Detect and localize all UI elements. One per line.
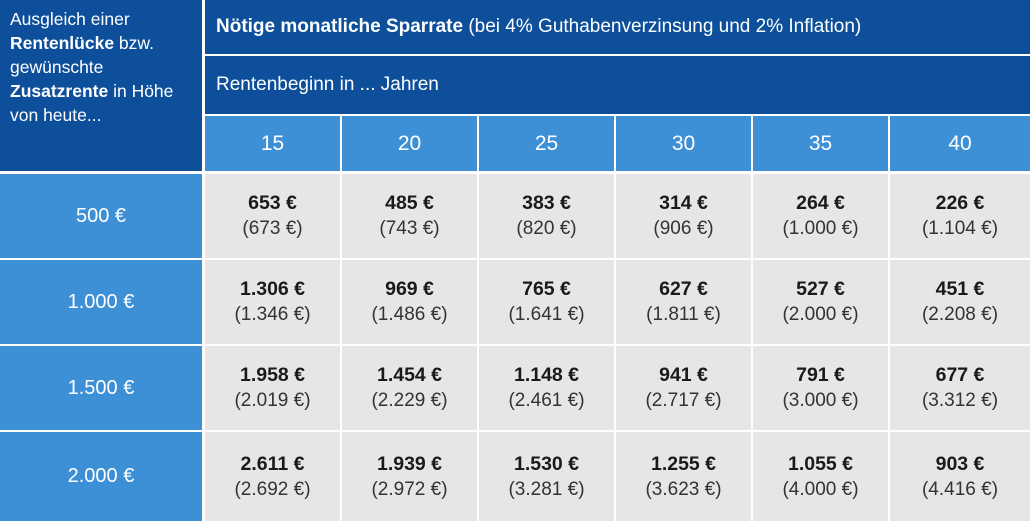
rate-value-alt: (906 €) xyxy=(653,218,714,239)
rate-value-alt: (2.229 €) xyxy=(371,390,448,411)
rate-value: 226 € xyxy=(935,192,985,214)
caption-line-2-rest: bzw. xyxy=(114,33,154,53)
table-cell: 2.611 € (2.692 €) xyxy=(205,432,342,521)
rate-value-alt: (1.811 €) xyxy=(646,304,721,325)
table-cell: 1.148 € (2.461 €) xyxy=(479,346,616,432)
rate-value: 627 € xyxy=(659,278,708,300)
rate-value: 264 € xyxy=(796,192,845,214)
rate-value: 1.255 € xyxy=(650,452,717,475)
rate-value: 451 € xyxy=(935,278,985,300)
rate-value: 314 € xyxy=(659,192,708,214)
row-header-1000: 1.000 € xyxy=(0,260,205,346)
rate-value-alt: (2.692 €) xyxy=(234,478,311,500)
table-cell: 1.454 € (2.229 €) xyxy=(342,346,479,432)
rate-value-alt: (2.461 €) xyxy=(508,390,585,411)
row-header-caption: Ausgleich einer Rentenlücke bzw. gewünsc… xyxy=(0,0,205,174)
table-cell: 765 € (1.641 €) xyxy=(479,260,616,346)
rate-value: 969 € xyxy=(385,278,434,300)
rate-value: 765 € xyxy=(522,278,571,300)
rate-value-alt: (4.416 €) xyxy=(921,478,999,500)
rate-value: 527 € xyxy=(796,278,845,300)
caption-line-4-rest: in Höhe xyxy=(108,81,174,101)
rate-value-alt: (1.486 €) xyxy=(371,304,448,325)
table-cell: 653 € (673 €) xyxy=(205,174,342,260)
table-title-condition: (bei 4% Guthabenverzinsung und 2% Inflat… xyxy=(468,16,862,37)
table-cell: 1.055 € (4.000 €) xyxy=(753,432,890,521)
rate-value-alt: (3.623 €) xyxy=(645,478,722,500)
rate-value: 485 € xyxy=(385,192,434,214)
rate-value-alt: (1.104 €) xyxy=(921,218,999,239)
table-cell: 1.530 € (3.281 €) xyxy=(479,432,616,521)
table-title: Nötige monatliche Sparrate (bei 4% Gutha… xyxy=(205,0,1030,56)
caption-line-2: Rentenlücke bzw. xyxy=(10,31,192,55)
table-cell: 1.958 € (2.019 €) xyxy=(205,346,342,432)
row-header-2000: 2.000 € xyxy=(0,432,205,521)
table-cell: 941 € (2.717 €) xyxy=(616,346,753,432)
rate-value-alt: (3.281 €) xyxy=(508,478,585,500)
table-subtitle: Rentenbeginn in ... Jahren xyxy=(205,56,1030,116)
table-cell: 903 € (4.416 €) xyxy=(890,432,1030,521)
table-cell: 1.255 € (3.623 €) xyxy=(616,432,753,521)
table-cell: 314 € (906 €) xyxy=(616,174,753,260)
caption-line-3: gewünschte xyxy=(10,57,104,77)
rate-value-alt: (1.641 €) xyxy=(508,304,585,325)
rate-value: 1.939 € xyxy=(376,452,443,475)
table-cell: 451 € (2.208 €) xyxy=(890,260,1030,346)
rate-value: 903 € xyxy=(935,452,985,475)
table-cell: 226 € (1.104 €) xyxy=(890,174,1030,260)
rate-value-alt: (3.312 €) xyxy=(921,390,999,411)
rate-value: 1.454 € xyxy=(376,364,443,386)
rate-value-alt: (2.717 €) xyxy=(645,390,722,411)
caption-line-1: Ausgleich einer xyxy=(10,9,130,29)
table-cell: 527 € (2.000 €) xyxy=(753,260,890,346)
table-cell: 264 € (1.000 €) xyxy=(753,174,890,260)
rate-value: 1.055 € xyxy=(787,452,854,475)
rate-value-alt: (673 €) xyxy=(242,218,303,239)
rate-value-alt: (4.000 €) xyxy=(782,478,859,500)
rate-value: 1.958 € xyxy=(239,364,306,386)
table-cell: 383 € (820 €) xyxy=(479,174,616,260)
rate-value-alt: (2.019 €) xyxy=(234,390,311,411)
table-cell: 969 € (1.486 €) xyxy=(342,260,479,346)
rate-value: 2.611 € xyxy=(240,452,305,475)
year-header-30: 30 xyxy=(616,116,753,174)
rate-value: 941 € xyxy=(659,364,708,386)
year-header-35: 35 xyxy=(753,116,890,174)
table-cell: 1.306 € (1.346 €) xyxy=(205,260,342,346)
rate-value: 383 € xyxy=(522,192,571,214)
rate-value-alt: (820 €) xyxy=(516,218,577,239)
rate-value: 1.530 € xyxy=(513,452,580,475)
rate-value-alt: (743 €) xyxy=(379,218,440,239)
rate-value-alt: (2.972 €) xyxy=(371,478,448,500)
table-cell: 791 € (3.000 €) xyxy=(753,346,890,432)
caption-keyword-zusatzrente: Zusatzrente xyxy=(10,81,109,101)
row-header-500: 500 € xyxy=(0,174,205,260)
row-header-1500: 1.500 € xyxy=(0,346,205,432)
caption-line-5: von heute... xyxy=(10,105,102,125)
rate-value: 1.148 € xyxy=(513,364,580,386)
caption-keyword-rentenluecke: Rentenlücke xyxy=(10,33,115,53)
rate-value: 653 € xyxy=(248,192,297,214)
rate-value-alt: (1.000 €) xyxy=(782,218,859,239)
rate-value-alt: (1.346 €) xyxy=(234,304,311,325)
rate-value: 791 € xyxy=(796,364,845,386)
table-cell: 627 € (1.811 €) xyxy=(616,260,753,346)
table-title-main: Nötige monatliche Sparrate xyxy=(216,16,464,37)
rate-value-alt: (2.208 €) xyxy=(921,304,999,325)
year-header-20: 20 xyxy=(342,116,479,174)
year-header-25: 25 xyxy=(479,116,616,174)
rate-value: 677 € xyxy=(935,364,985,386)
rate-value-alt: (2.000 €) xyxy=(782,304,859,325)
year-header-40: 40 xyxy=(890,116,1030,174)
table-cell: 1.939 € (2.972 €) xyxy=(342,432,479,521)
rate-value-alt: (3.000 €) xyxy=(782,390,859,411)
caption-line-4: Zusatzrente in Höhe xyxy=(10,79,192,103)
rate-value: 1.306 € xyxy=(239,278,306,300)
table-cell: 677 € (3.312 €) xyxy=(890,346,1030,432)
year-header-15: 15 xyxy=(205,116,342,174)
table-cell: 485 € (743 €) xyxy=(342,174,479,260)
